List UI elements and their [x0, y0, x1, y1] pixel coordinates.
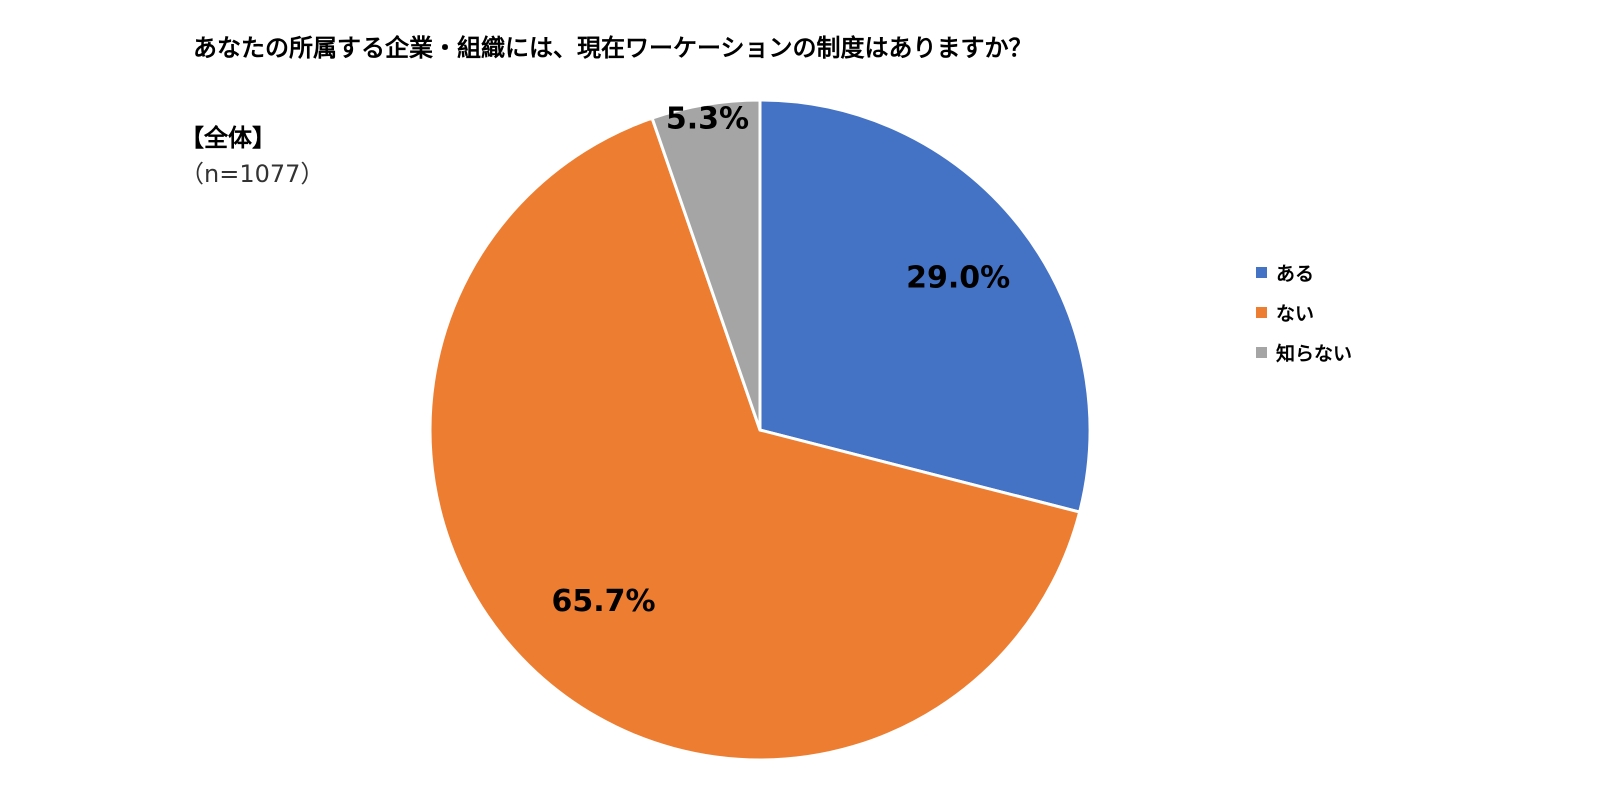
pie-slice-3: [650, 98, 762, 431]
legend-label-3: 知らない: [1276, 342, 1352, 365]
sample-size-label: （n=1077）: [180, 160, 324, 188]
legend-swatch-1: [1256, 267, 1267, 278]
legend-label-2: ない: [1276, 303, 1314, 325]
legend-label-1: ある: [1276, 263, 1314, 285]
legend-swatch-3: [1256, 347, 1267, 358]
pie-slice-2: [428, 116, 1082, 762]
legend-swatch-2: [1256, 307, 1267, 318]
data-label-1: 29.0%: [906, 260, 1010, 295]
data-label-3: 5.3%: [666, 102, 749, 137]
pie-slices: [428, 98, 1092, 762]
pie-slice-1: [758, 98, 1092, 514]
data-label-2: 65.7%: [551, 584, 655, 619]
data-labels: 29.0% 65.7% 5.3%: [551, 102, 1010, 619]
chart-title: あなたの所属する企業・組織には、現在ワーケーションの制度はありますか？: [193, 34, 1033, 62]
group-label: 【全体】: [180, 124, 276, 152]
